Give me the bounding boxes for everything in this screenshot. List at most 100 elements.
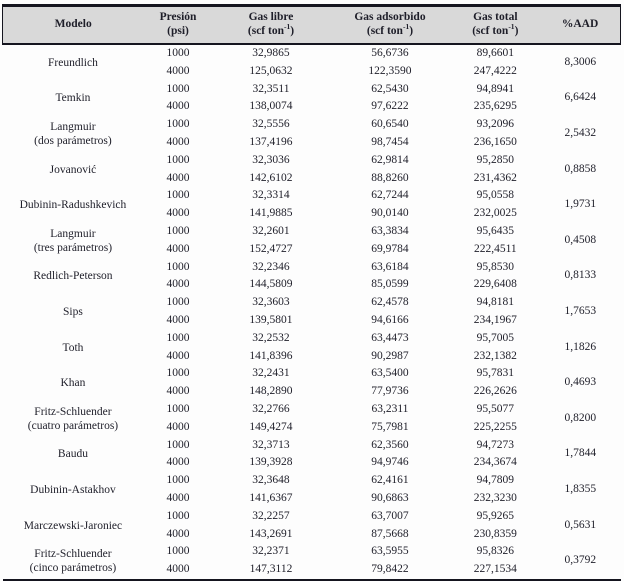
pressure-cell: 4000 [166, 278, 190, 291]
gas-total-cell: 95,6435 [476, 224, 514, 237]
gas-adsorbido-cell: 63,7007 [371, 509, 409, 522]
pressure-cell: 4000 [166, 420, 190, 433]
aad-cell: 0,5631 [564, 518, 597, 531]
gas-libre-cell: 148,2890 [249, 385, 293, 398]
aad-cell: 0,4693 [564, 376, 597, 389]
gas-libre-cell: 32,5556 [252, 118, 290, 131]
gas-adsorbido-cell: 62,3560 [371, 438, 409, 451]
model-name-cell: Langmuir (tres parámetros) [33, 227, 113, 254]
gas-total-cell: 232,3230 [473, 491, 517, 504]
gas-total-cell: 95,2850 [476, 153, 514, 166]
col-header-modelo: Modelo [2, 4, 144, 45]
gas-total-cell: 235,6295 [473, 100, 517, 113]
table-row: Freundlich 1000 32,9865 56,6736 89,6601 8,300… [3, 44, 621, 69]
aad-cell: 2,5432 [564, 127, 597, 140]
gas-total-cell: 229,6408 [473, 278, 517, 291]
model-name-cell: Fritz-Schluender (cinco parámetros) [29, 548, 117, 575]
table-row: Dubinin-Radushkevich 1000 32,3314 62,7244 95… [3, 187, 621, 211]
gas-total-cell: 95,7831 [476, 367, 514, 380]
table-row: 4000 139,5801 94,6166 234,1967 [3, 312, 621, 330]
gas-adsorbido-cell: 90,2987 [371, 349, 409, 362]
model-name-cell: Freundlich [48, 56, 98, 69]
col-header-gas-libre-unit: (scf ton-1) [247, 21, 295, 37]
model-name-cell: Dubinin-Radushkevich [19, 199, 127, 212]
gas-adsorbido-cell: 62,4161 [371, 474, 409, 487]
table-row: 4000 142,6102 88,8260 231,4362 [3, 170, 621, 188]
model-name-cell: Jovanović [49, 163, 97, 176]
col-header-gas-total-label: Gas total [473, 11, 518, 23]
gas-libre-cell: 125,0632 [249, 64, 293, 77]
table-row: Dubinin-Astakhov 1000 32,3648 62,4161 94,780… [3, 472, 621, 496]
model-name-cell: Fritz-Schluender (cuatro parámetros) [27, 405, 119, 432]
gas-total-cell: 95,5077 [476, 402, 514, 415]
header-row: Modelo Presión (psi) Gas libre (scf ton-… [2, 4, 622, 45]
table-row: Fritz-Schluender (cuatro parámetros) 1000 3… [3, 401, 621, 432]
gas-total-cell: 236,1650 [473, 135, 517, 148]
col-header-gas-libre-label: Gas libre [248, 11, 294, 23]
pressure-cell: 1000 [166, 189, 190, 202]
model-name-cell: Langmuir (dos parámetros) [34, 120, 112, 147]
aad-cell: 0,8200 [564, 411, 597, 424]
gas-libre-cell: 32,3648 [252, 474, 290, 487]
pressure-cell: 4000 [166, 100, 190, 113]
model-name-cell: Toth [62, 341, 84, 354]
aad-cell: 6,6424 [564, 91, 597, 104]
col-header-presion-label: Presión [159, 11, 197, 23]
aad-cell: 0,8858 [564, 162, 597, 175]
pressure-cell: 1000 [166, 260, 190, 273]
table-row: 4000 138,0074 97,6222 235,6295 [3, 98, 621, 116]
gas-total-cell: 226,2626 [473, 385, 517, 398]
table-row: 4000 125,0632 122,3590 247,4222 [3, 63, 621, 81]
col-header-gas-libre: Gas libre (scf ton-1) [212, 4, 330, 45]
table-row: 4000 141,8396 90,2987 232,1382 [3, 348, 621, 366]
pressure-cell: 4000 [166, 563, 190, 576]
gas-libre-cell: 32,2257 [252, 509, 290, 522]
adsorption-models-table: Modelo Presión (psi) Gas libre (scf ton-… [2, 4, 622, 581]
gas-total-cell: 94,7273 [476, 438, 514, 451]
gas-total-cell: 247,4222 [473, 64, 517, 77]
model-name-cell: Khan [60, 377, 86, 390]
gas-total-cell: 232,1382 [473, 349, 517, 362]
table-row: 4000 152,4727 69,9784 222,4511 [3, 241, 621, 259]
pressure-cell: 1000 [166, 367, 190, 380]
aad-cell: 0,3792 [564, 554, 597, 567]
gas-libre-cell: 141,9885 [249, 207, 293, 220]
gas-total-cell: 222,4511 [473, 242, 517, 255]
gas-adsorbido-cell: 62,7244 [371, 189, 409, 202]
table-header: Modelo Presión (psi) Gas libre (scf ton-… [2, 4, 622, 45]
table-row: 4000 141,6367 90,6863 232,3230 [3, 490, 621, 508]
pressure-cell: 4000 [166, 349, 190, 362]
gas-libre-cell: 143,2691 [249, 527, 293, 540]
pressure-cell: 1000 [166, 118, 190, 131]
gas-total-cell: 95,8326 [476, 545, 514, 558]
gas-libre-cell: 32,2532 [252, 331, 290, 344]
gas-total-cell: 230,8359 [473, 527, 517, 540]
table-row: 4000 149,4274 75,7981 225,2255 [3, 419, 621, 437]
table-row: Marczewski-Jaroniec 1000 32,2257 63,7007 95,… [3, 508, 621, 532]
gas-adsorbido-cell: 77,9736 [371, 385, 409, 398]
model-name-cell: Redlich-Peterson [33, 270, 113, 283]
gas-adsorbido-cell: 62,4578 [371, 296, 409, 309]
pressure-cell: 4000 [166, 491, 190, 504]
model-name-cell: Dubinin-Astakhov [30, 483, 116, 496]
gas-libre-cell: 141,8396 [249, 349, 293, 362]
pressure-cell: 4000 [166, 385, 190, 398]
col-header-presion: Presión (psi) [143, 4, 213, 45]
gas-adsorbido-cell: 69,9784 [371, 242, 409, 255]
table-row: Sips 1000 32,3603 62,4578 94,8181 1,7653 [3, 294, 621, 318]
table-row: Baudu 1000 32,3713 62,3560 94,7273 1,7844 [3, 437, 621, 461]
gas-adsorbido-cell: 63,5955 [371, 545, 409, 558]
pressure-cell: 4000 [166, 527, 190, 540]
gas-libre-cell: 32,3511 [252, 82, 290, 95]
gas-adsorbido-cell: 63,2311 [371, 402, 409, 415]
gas-adsorbido-cell: 63,3834 [371, 224, 409, 237]
pressure-cell: 1000 [166, 47, 190, 59]
gas-total-cell: 225,2255 [473, 420, 517, 433]
gas-total-cell: 94,8941 [476, 82, 514, 95]
gas-libre-cell: 32,3603 [252, 296, 290, 309]
pressure-cell: 4000 [166, 456, 190, 469]
pressure-cell: 1000 [166, 438, 190, 451]
gas-adsorbido-cell: 62,9814 [371, 153, 409, 166]
pressure-cell: 1000 [166, 82, 190, 95]
